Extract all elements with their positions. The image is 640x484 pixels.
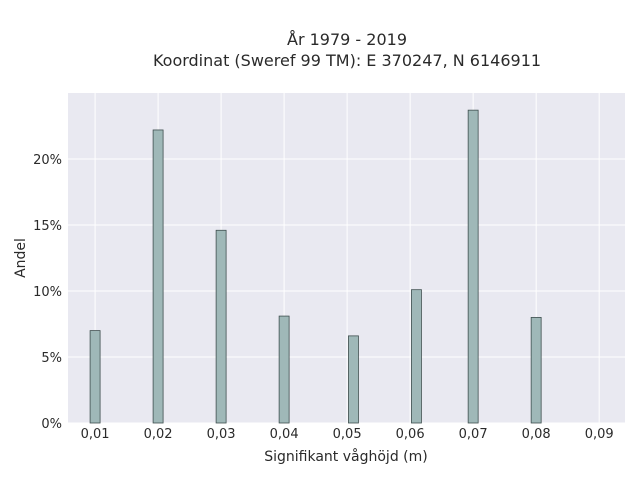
chart-subtitle: Koordinat (Sweref 99 TM): E 370247, N 61… [153,51,541,70]
y-axis-ticks: 0% 5% 10% 15% 20% [33,153,62,432]
bar-6 [411,289,422,424]
bar-8 [530,316,542,424]
y-tick-label: 5% [41,351,62,366]
x-tick-label: 0,07 [459,427,488,442]
x-axis-ticks: 0,01 0,02 0,03 0,04 0,05 0,06 0,07 0,08 0,09 [81,427,614,442]
x-tick-label: 0,09 [585,427,614,442]
x-tick-label: 0,02 [144,427,173,442]
x-tick-label: 0,08 [522,427,551,442]
y-tick-label: 10% [33,285,62,300]
x-tick-label: 0,06 [396,427,425,442]
x-tick-label: 0,01 [81,427,110,442]
bar-7 [467,109,479,424]
x-tick-label: 0,03 [207,427,236,442]
y-axis-label: Andel [13,238,29,278]
x-tick-label: 0,05 [333,427,362,442]
bar-2 [152,129,164,424]
bar-1 [89,330,101,424]
bar-3 [215,229,227,424]
bar-4 [278,315,290,424]
bar-5 [348,335,359,424]
bars [89,109,542,424]
y-tick-label: 15% [33,219,62,234]
y-tick-label: 20% [33,153,62,168]
x-tick-label: 0,04 [270,427,299,442]
x-axis-label: Signifikant våghöjd (m) [264,448,427,465]
y-tick-label: 0% [41,417,62,432]
chart-title: År 1979 - 2019 [287,30,407,49]
